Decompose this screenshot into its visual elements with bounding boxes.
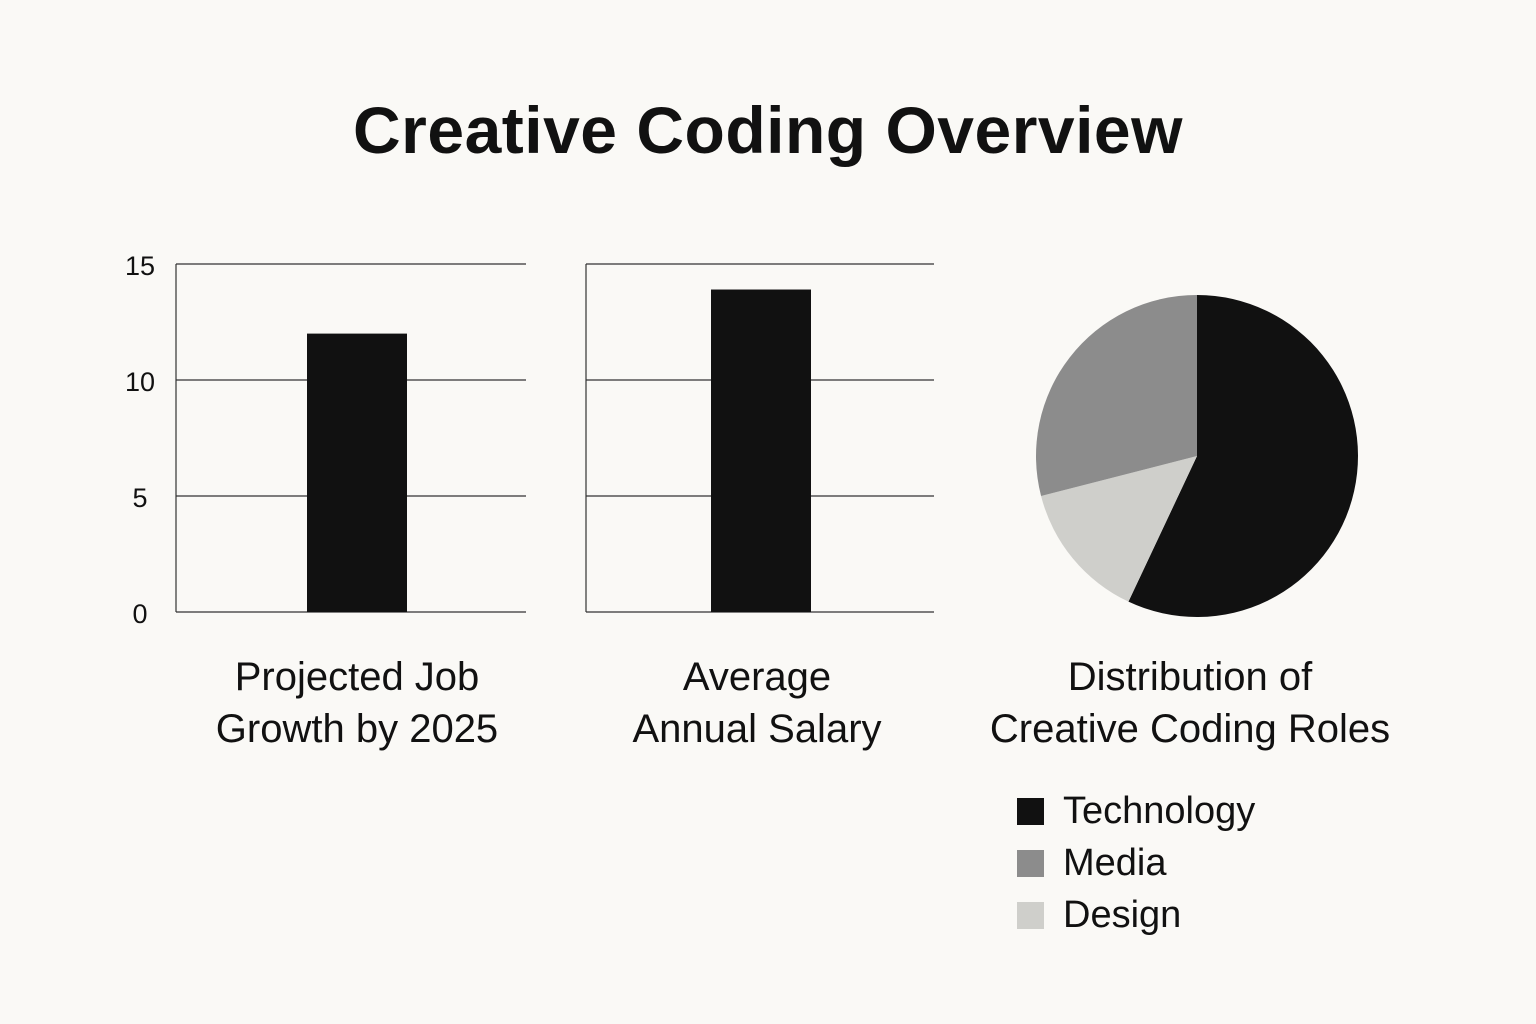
legend-label-design: Design xyxy=(1063,893,1182,936)
y-tick-label: 10 xyxy=(125,367,155,397)
legend-swatch-media xyxy=(1017,849,1044,877)
roles-pie-chart xyxy=(1036,295,1358,617)
legend-swatch-technology xyxy=(1017,797,1044,825)
page-title: Creative Coding Overview xyxy=(353,93,1183,167)
salary-caption: Average Annual Salary xyxy=(586,651,928,755)
job-growth-caption: Projected Job Growth by 2025 xyxy=(176,651,538,755)
pie-legend: Technology Media Design xyxy=(1017,785,1255,941)
legend-swatch-design xyxy=(1017,901,1044,929)
job-growth-caption-line-2: Growth by 2025 xyxy=(215,707,499,751)
job-growth-caption-line-1: Projected Job xyxy=(234,655,480,699)
pie-slice-technology xyxy=(1128,295,1358,617)
salary-caption-line-1: Average xyxy=(682,655,832,699)
pie-slice-design xyxy=(1041,456,1197,602)
legend-label-media: Media xyxy=(1063,841,1167,884)
legend-label-technology: Technology xyxy=(1063,789,1256,832)
y-tick-label: 15 xyxy=(125,251,155,281)
roles-caption-line-1: Distribution of xyxy=(1067,655,1313,699)
salary-caption-line-2: Annual Salary xyxy=(632,707,882,751)
job-growth-bar xyxy=(307,333,407,612)
legend-item-technology: Technology xyxy=(1017,785,1255,837)
salary-bar xyxy=(711,289,811,612)
roles-caption-line-2: Creative Coding Roles xyxy=(989,707,1391,751)
job-growth-chart: 0 5 10 15 xyxy=(125,251,526,629)
salary-chart xyxy=(585,263,934,613)
roles-caption: Distribution of Creative Coding Roles xyxy=(960,651,1420,755)
pie-slice-media xyxy=(1036,295,1197,497)
legend-item-media: Media xyxy=(1017,837,1255,889)
y-tick-label: 5 xyxy=(132,483,147,513)
legend-item-design: Design xyxy=(1017,889,1255,941)
y-tick-label: 0 xyxy=(132,599,147,629)
